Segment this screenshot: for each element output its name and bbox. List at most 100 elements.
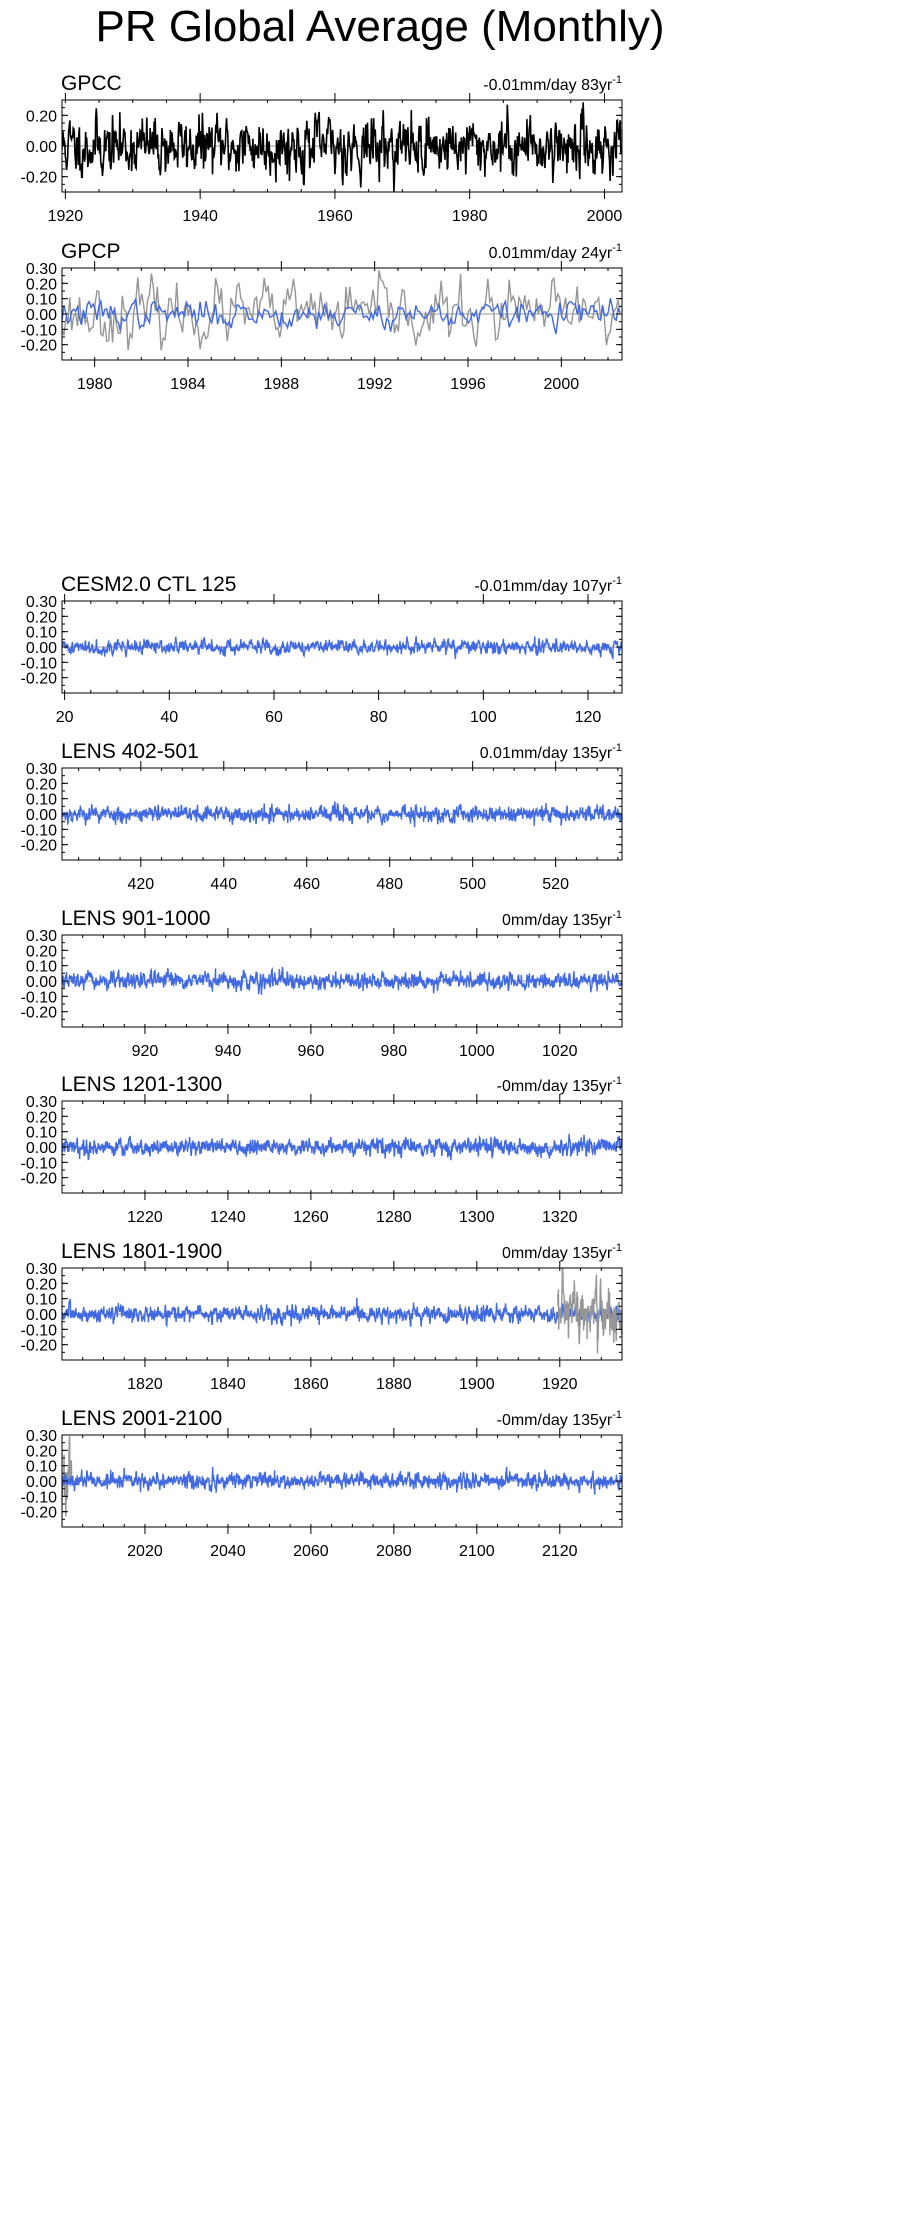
x-tick-label: 2020 xyxy=(127,1543,163,1560)
panel-label: LENS 1201-1300 xyxy=(61,1073,222,1096)
x-tick-label: 460 xyxy=(293,876,320,893)
y-tick-label: 0.10 xyxy=(26,959,57,976)
y-tick-label: 0.20 xyxy=(26,1443,57,1460)
panel-label: GPCP xyxy=(61,240,121,263)
y-tick-label: 0.20 xyxy=(26,1109,57,1126)
y-tick-label: -0.10 xyxy=(21,655,58,672)
x-tick-label: 1960 xyxy=(317,208,353,225)
chart-panel-4: LENS 402-501 0.01mm/day 135yr-10.300.200.… xyxy=(21,740,623,893)
x-tick-label: 1220 xyxy=(127,1209,163,1226)
y-tick-label: 0.10 xyxy=(26,1292,57,1309)
x-tick-label: 2100 xyxy=(459,1543,495,1560)
trend-label: 0mm/day 135yr-1 xyxy=(502,909,622,929)
x-tick-label: 1280 xyxy=(376,1209,412,1226)
y-tick-label: -0.10 xyxy=(21,1155,58,1172)
x-tick-label: 1980 xyxy=(452,208,488,225)
x-tick-label: 2120 xyxy=(542,1543,578,1560)
series-line-model xyxy=(62,1466,622,1495)
y-tick-label: 0.30 xyxy=(26,594,57,611)
y-tick-label: 0.10 xyxy=(26,792,57,809)
x-tick-label: 1980 xyxy=(77,376,113,393)
x-tick-label: 2040 xyxy=(210,1543,246,1560)
y-tick-label: 0.30 xyxy=(26,1094,57,1111)
y-tick-label: -0.20 xyxy=(21,1338,58,1355)
y-tick-label: 0.00 xyxy=(26,640,57,657)
y-tick-label: -0.20 xyxy=(21,1171,58,1188)
x-tick-label: 1840 xyxy=(210,1376,246,1393)
y-tick-label: -0.10 xyxy=(21,322,58,339)
x-tick-label: 1320 xyxy=(542,1209,578,1226)
y-tick-label: -0.10 xyxy=(21,1489,58,1506)
x-tick-label: 1984 xyxy=(170,376,206,393)
y-tick-label: -0.20 xyxy=(21,838,58,855)
x-tick-label: 2080 xyxy=(376,1543,412,1560)
x-tick-label: 60 xyxy=(265,709,283,726)
x-tick-label: 520 xyxy=(542,876,569,893)
chart-panel-3: CESM2.0 CTL 125 -0.01mm/day 107yr-1 0.30 0.… xyxy=(21,573,623,726)
x-tick-label: 1900 xyxy=(459,1376,495,1393)
chart-panel-6: LENS 1201-1300 -0mm/day 135yr-10.300.200.… xyxy=(21,1073,623,1226)
panel-label: LENS 901-1000 xyxy=(61,907,210,930)
y-tick-label: -0.20 xyxy=(21,1005,58,1022)
y-tick-label: 0.20 xyxy=(26,276,57,293)
y-tick-label: -0.20 xyxy=(21,1505,58,1522)
y-tick-label: 0.20 xyxy=(26,1276,57,1293)
y-tick-label: 0.00 xyxy=(26,974,57,991)
y-tick-label: 0.30 xyxy=(26,261,57,278)
panel-label: LENS 1801-1900 xyxy=(61,1240,222,1263)
y-tick-label: 0.30 xyxy=(26,1428,57,1445)
x-tick-label: 80 xyxy=(370,709,388,726)
y-tick-label: 0.30 xyxy=(26,928,57,945)
panel-label: GPCC xyxy=(61,72,122,95)
x-tick-label: 2060 xyxy=(293,1543,329,1560)
x-tick-label: 2000 xyxy=(544,376,580,393)
trend-label: -0mm/day 135yr-1 xyxy=(497,1075,622,1095)
y-tick-label: 0.00 xyxy=(26,307,57,324)
y-tick-label: 0.10 xyxy=(26,1459,57,1476)
x-tick-label: 1000 xyxy=(459,1043,495,1060)
y-tick-label: 0.30 xyxy=(26,761,57,778)
page-title: PR Global Average (Monthly) xyxy=(95,2,665,51)
x-tick-label: 960 xyxy=(298,1043,325,1060)
y-tick-label: 0.00 xyxy=(26,1140,57,1157)
x-tick-label: 920 xyxy=(132,1043,159,1060)
trend-label: 0.01mm/day 135yr-1 xyxy=(480,742,622,762)
y-tick-label: -0.10 xyxy=(21,989,58,1006)
y-tick-label: 0.00 xyxy=(26,1474,57,1491)
y-tick-label: 0.30 xyxy=(26,1261,57,1278)
series-line-model xyxy=(62,636,622,661)
trend-label: 0.01mm/day 24yr-1 xyxy=(489,242,622,262)
y-tick-label: 0.00 xyxy=(26,807,57,824)
y-tick-label: 0.00 xyxy=(26,1307,57,1324)
y-tick-label: 0.10 xyxy=(26,1125,57,1142)
x-tick-label: 1880 xyxy=(376,1376,412,1393)
x-tick-label: 440 xyxy=(210,876,237,893)
x-tick-label: 120 xyxy=(575,709,602,726)
x-tick-label: 1996 xyxy=(450,376,486,393)
series-line-model xyxy=(62,801,622,828)
trend-label: -0.01mm/day 83yr-1 xyxy=(483,74,622,94)
panel-label: CESM2.0 CTL 125 xyxy=(61,573,236,596)
series-line-obs xyxy=(62,102,622,192)
chart-panel-7: LENS 1801-1900 0mm/day 135yr-1 0.300.200.1… xyxy=(21,1240,623,1393)
series-line-model xyxy=(62,298,621,335)
x-tick-label: 1260 xyxy=(293,1209,329,1226)
y-tick-label: -0.10 xyxy=(21,822,58,839)
x-tick-label: 1820 xyxy=(127,1376,163,1393)
chart-panel-5: LENS 901-1000 0mm/day 135yr-1 0.300.200.10… xyxy=(21,907,623,1060)
panel-label: LENS 402-501 xyxy=(61,740,199,763)
x-tick-label: 1988 xyxy=(264,376,300,393)
x-tick-label: 1920 xyxy=(542,1376,578,1393)
y-tick-label: 0.00 xyxy=(26,139,57,156)
trend-label: -0.01mm/day 107yr-1 xyxy=(474,575,622,595)
y-tick-label: 0.20 xyxy=(26,943,57,960)
series-line-overlay xyxy=(557,1268,622,1354)
y-tick-label: 0.20 xyxy=(26,108,57,125)
series-line-model xyxy=(62,966,622,995)
series-line-overlay xyxy=(62,270,621,351)
x-tick-label: 980 xyxy=(381,1043,408,1060)
x-tick-label: 20 xyxy=(56,709,74,726)
panel-label: LENS 2001-2100 xyxy=(61,1407,222,1430)
y-tick-label: 0.10 xyxy=(26,292,57,309)
trend-label: -0mm/day 135yr-1 xyxy=(497,1409,622,1429)
